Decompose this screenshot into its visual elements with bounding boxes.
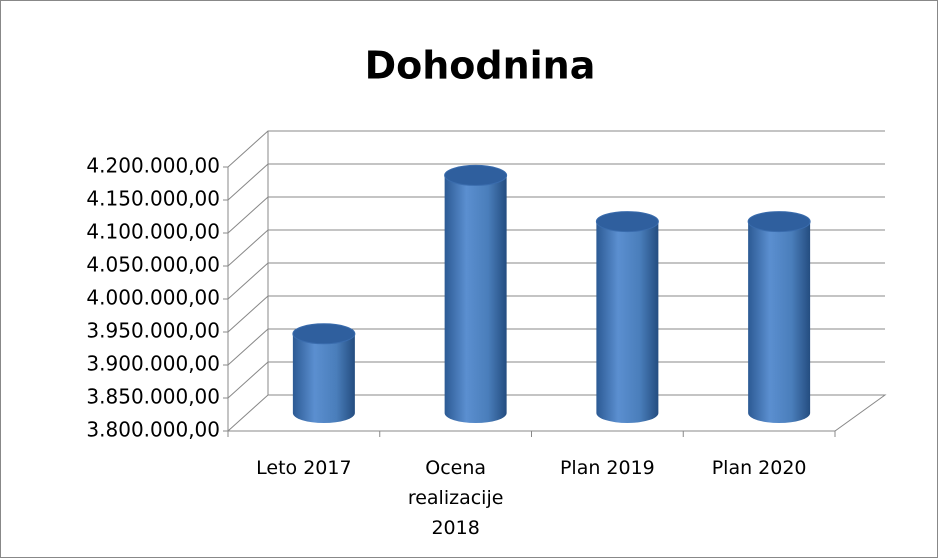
y-tick-label: 3.850.000,00	[86, 385, 220, 409]
bar-top	[595, 211, 659, 233]
bar	[292, 333, 355, 423]
y-tick-label: 4.000.000,00	[86, 286, 220, 310]
grid-line	[227, 394, 885, 432]
chart-title: Dohodnina	[365, 44, 596, 88]
y-tick-label: 4.150.000,00	[86, 187, 220, 211]
grid-line	[227, 196, 885, 234]
x-tick-label: Plan 2019	[559, 457, 655, 479]
y-tick-label: 3.950.000,00	[86, 319, 220, 343]
y-tick-label: 4.200.000,00	[86, 154, 220, 178]
grid-line	[227, 163, 885, 201]
bar	[748, 221, 811, 423]
bar-top	[747, 211, 811, 233]
y-tick-label: 3.800.000,00	[86, 418, 220, 442]
grid-line	[227, 262, 885, 300]
grid-line	[227, 130, 885, 168]
y-tick-label: 4.100.000,00	[86, 220, 220, 244]
x-tick-label: Leto 2017	[256, 457, 352, 479]
bar	[596, 221, 659, 423]
grid-line	[227, 328, 885, 366]
x-tick-label: Ocena realizacije 2018	[407, 457, 504, 539]
grid-line	[227, 229, 885, 267]
y-tick-label: 4.050.000,00	[86, 253, 220, 277]
bar-top	[444, 164, 508, 186]
grid-line	[227, 361, 885, 399]
bar-top	[292, 323, 356, 345]
grid-line	[227, 295, 885, 333]
y-tick-label: 3.900.000,00	[86, 352, 220, 376]
x-tick-label: Plan 2020	[711, 457, 807, 479]
bar	[444, 175, 507, 423]
